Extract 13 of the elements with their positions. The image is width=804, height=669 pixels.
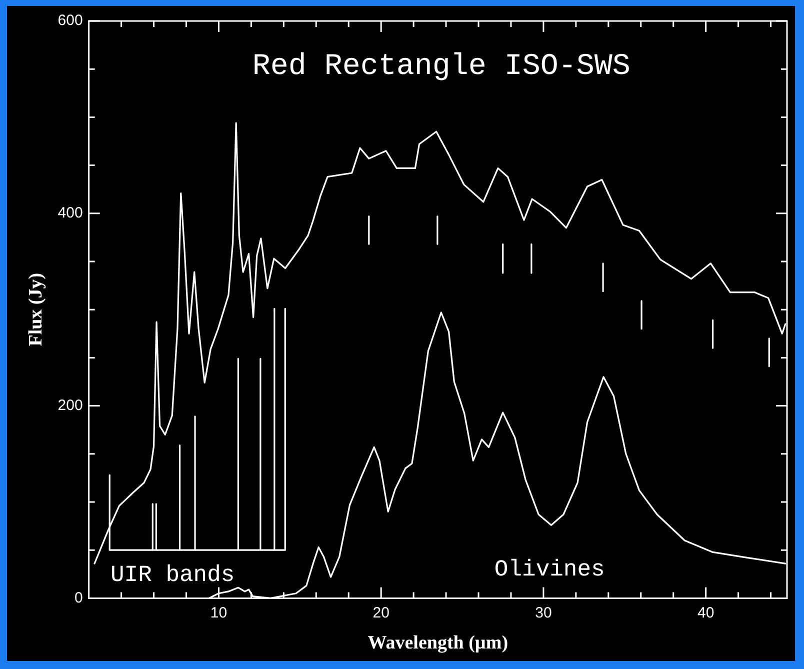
y-tick-label: 400 — [58, 204, 83, 222]
x-tick-label: 40 — [697, 604, 714, 622]
y-tick-label: 600 — [58, 12, 83, 30]
y-tick-label: 0 — [74, 589, 83, 606]
x-tick-label: 10 — [210, 604, 228, 622]
annotation: UIR bands — [110, 562, 235, 588]
x-tick-label: 20 — [372, 604, 390, 622]
annotation: Olivines — [494, 556, 605, 582]
x-tick-label: 30 — [535, 604, 552, 622]
text: Red Rectangle ISO-SWS — [252, 50, 630, 84]
y-tick-label: 200 — [58, 396, 83, 414]
x-axis-title: Wavelength (µm) — [368, 632, 508, 654]
y-axis-title: Flux (Jy) — [25, 272, 46, 346]
